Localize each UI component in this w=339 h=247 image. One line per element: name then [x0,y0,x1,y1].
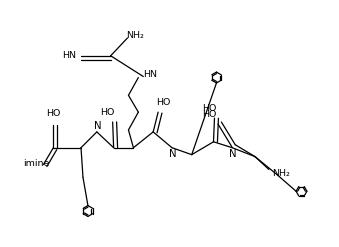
Text: HO: HO [46,109,60,118]
Text: HN: HN [143,70,157,79]
Text: HO: HO [202,104,217,113]
Text: N: N [94,121,102,131]
Text: imine: imine [23,159,50,168]
Text: HO: HO [156,98,170,107]
Text: N: N [169,149,177,159]
Text: HO: HO [101,108,115,117]
Text: HO: HO [202,110,217,119]
Text: N: N [230,149,237,159]
Text: NH₂: NH₂ [272,169,290,178]
Text: HN: HN [62,51,76,60]
Text: NH₂: NH₂ [126,31,144,40]
